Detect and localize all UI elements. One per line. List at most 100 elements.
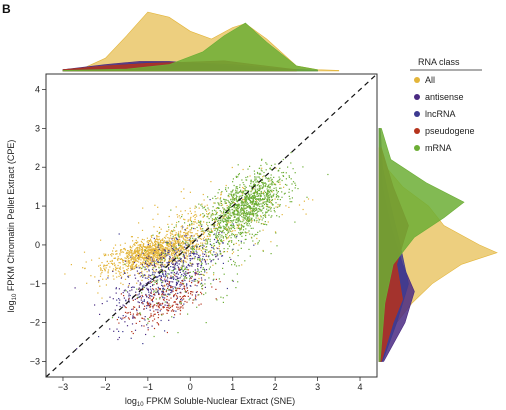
scatter-point	[183, 231, 185, 234]
scatter-point	[201, 279, 203, 281]
scatter-point	[139, 263, 142, 265]
scatter-point	[188, 280, 191, 282]
scatter-point	[166, 243, 168, 245]
x-tick-label: 1	[230, 382, 235, 392]
scatter-point	[268, 186, 270, 188]
scatter-point	[218, 231, 220, 234]
scatter-point	[184, 291, 186, 293]
scatter-point	[150, 247, 152, 249]
scatter-point	[192, 257, 194, 259]
scatter-point	[111, 260, 113, 262]
scatter-point	[156, 291, 158, 293]
scatter-point	[133, 286, 135, 288]
scatter-point	[146, 324, 148, 326]
scatter-point	[132, 257, 134, 259]
scatter-point	[169, 305, 171, 307]
scatter-point	[138, 288, 140, 290]
scatter-point	[125, 300, 127, 302]
scatter-point	[229, 214, 231, 216]
scatter-point	[275, 187, 277, 189]
scatter-point	[119, 266, 121, 268]
scatter-point	[164, 249, 166, 251]
scatter-point	[267, 193, 269, 195]
scatter-point	[226, 219, 228, 221]
scatter-point	[147, 327, 149, 329]
scatter-point	[254, 210, 257, 212]
scatter-point	[134, 249, 136, 251]
scatter-point	[118, 302, 120, 304]
scatter-point	[227, 228, 229, 230]
scatter-point	[136, 257, 139, 260]
scatter-point	[220, 230, 222, 232]
scatter-point	[127, 276, 129, 278]
scatter-point	[160, 319, 162, 322]
scatter-point	[199, 221, 201, 223]
scatter-point	[210, 249, 212, 251]
scatter-point	[197, 273, 199, 275]
scatter-point	[174, 254, 176, 256]
scatter-point	[195, 244, 197, 246]
scatter-point	[190, 258, 192, 260]
scatter-point	[260, 210, 262, 212]
scatter-point	[243, 190, 245, 193]
scatter-point	[121, 251, 123, 253]
scatter-point	[260, 210, 262, 212]
scatter-point	[190, 241, 192, 243]
scatter-point	[164, 266, 166, 268]
scatter-point	[254, 178, 256, 180]
scatter-point	[228, 220, 230, 222]
scatter-point	[263, 185, 265, 187]
scatter-point	[272, 195, 275, 197]
x-tick-label: −3	[58, 382, 68, 392]
scatter-point	[234, 234, 236, 237]
scatter-point	[132, 317, 134, 319]
scatter-point	[180, 292, 182, 294]
scatter-point	[261, 205, 263, 208]
scatter-point	[140, 240, 142, 242]
scatter-point	[152, 293, 155, 296]
scatter-point	[149, 302, 151, 304]
scatter-point	[154, 240, 156, 242]
scatter-point	[131, 266, 133, 268]
scatter-point	[167, 254, 169, 256]
scatter-point	[254, 196, 256, 198]
scatter-point	[172, 253, 174, 255]
scatter-point	[149, 251, 151, 254]
scatter-point	[149, 309, 151, 311]
scatter-point	[228, 211, 230, 213]
scatter-point	[127, 312, 129, 314]
scatter-point	[164, 270, 166, 272]
scatter-point	[241, 195, 243, 197]
scatter-point	[274, 163, 276, 165]
scatter-point	[171, 233, 173, 235]
scatter-point	[164, 284, 166, 286]
scatter-point	[207, 263, 209, 265]
scatter-point	[181, 273, 183, 276]
scatter-point	[185, 271, 187, 273]
scatter-point	[181, 216, 183, 218]
scatter-point	[161, 266, 163, 268]
scatter-point	[230, 220, 232, 222]
scatter-point	[124, 257, 126, 259]
scatter-point	[156, 322, 158, 324]
scatter-point	[162, 238, 164, 240]
scatter-point	[244, 196, 246, 198]
scatter-point	[262, 249, 264, 252]
scatter-point	[163, 249, 165, 251]
scatter-point	[184, 257, 186, 259]
scatter-point	[119, 273, 121, 275]
scatter-point	[135, 322, 137, 324]
scatter-point	[188, 239, 190, 241]
scatter-point	[145, 333, 147, 336]
scatter-point	[138, 257, 140, 259]
scatter-point	[168, 251, 170, 253]
scatter-point	[158, 226, 161, 228]
scatter-point	[154, 290, 156, 292]
scatter-point	[123, 272, 126, 274]
scatter-point	[182, 243, 184, 245]
scatter-point	[221, 220, 223, 222]
scatter-point	[235, 213, 237, 215]
scatter-point	[197, 264, 199, 266]
scatter-point	[224, 218, 226, 220]
scatter-point	[151, 244, 154, 246]
